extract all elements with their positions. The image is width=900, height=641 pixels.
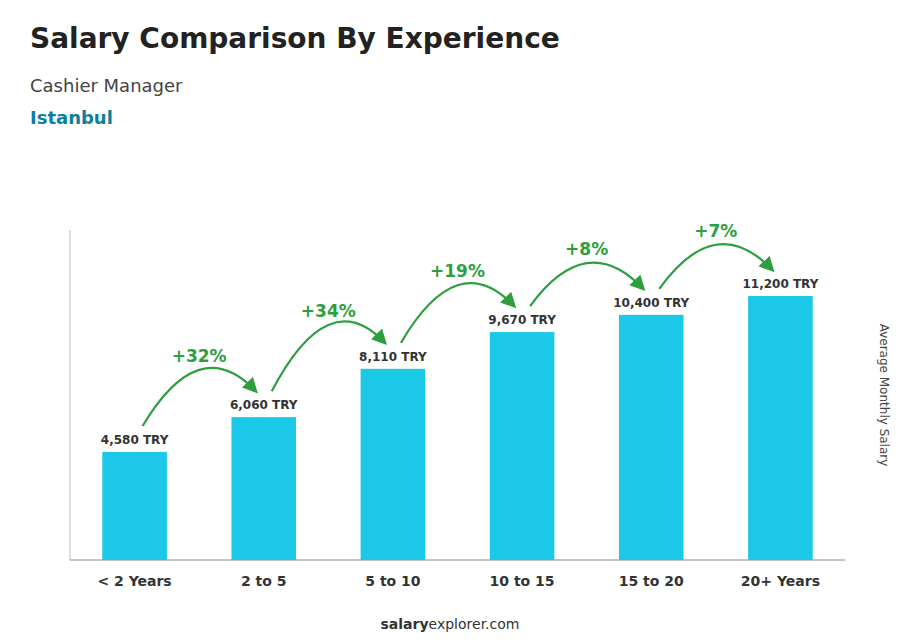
data-label: 8,110 TRY <box>359 350 427 364</box>
footer-part: explorer.com <box>429 616 520 632</box>
change-arrow <box>143 368 256 426</box>
x-tick-labels: < 2 Years 2 to 5 5 to 10 10 to 15 15 to 20 20… <box>97 573 820 589</box>
change-label: +7% <box>694 221 737 241</box>
change-arrow <box>659 244 772 289</box>
change-label: +19% <box>430 261 485 281</box>
x-tick-label: 2 to 5 <box>241 573 287 589</box>
footer: salaryexplorer.com <box>381 616 520 632</box>
bar <box>619 315 684 560</box>
bars <box>102 296 812 560</box>
chart-container: Salary Comparison By Experience Cashier M… <box>0 0 900 641</box>
y-axis-line <box>70 230 71 560</box>
x-tick-label: 20+ Years <box>741 573 820 589</box>
change-label: +8% <box>565 239 608 259</box>
bar <box>490 332 555 560</box>
bar <box>231 417 296 560</box>
change-arrows: +32% +34% +19% +8% +7% <box>143 221 773 426</box>
change-label: +32% <box>172 346 227 366</box>
data-label: 6,060 TRY <box>230 398 298 412</box>
change-arrow <box>401 283 514 343</box>
data-label: 4,580 TRY <box>101 433 169 447</box>
data-label: 11,200 TRY <box>742 277 818 291</box>
bar <box>102 452 167 560</box>
x-axis-line <box>70 560 845 561</box>
data-label: 9,670 TRY <box>488 313 556 327</box>
chart-svg: Salary Comparison By Experience Cashier M… <box>0 0 900 641</box>
change-arrow <box>272 321 385 391</box>
change-label: +34% <box>301 301 356 321</box>
footer-part: salary <box>381 616 429 632</box>
x-tick-label: 5 to 10 <box>365 573 421 589</box>
title: Salary Comparison By Experience <box>30 22 560 55</box>
y-axis-label: Average Monthly Salary <box>877 324 891 467</box>
x-tick-label: < 2 Years <box>97 573 171 589</box>
x-tick-label: 10 to 15 <box>490 573 555 589</box>
change-arrow <box>530 263 643 306</box>
data-label: 10,400 TRY <box>613 296 689 310</box>
bar <box>748 296 813 560</box>
subtitle: Istanbul <box>30 107 113 128</box>
page: {"chart_data": {"type": "bar", "title": … <box>0 0 900 641</box>
bar <box>361 369 426 560</box>
data-labels: 4,580 TRY 6,060 TRY 8,110 TRY 9,670 TRY 10,4… <box>101 277 819 447</box>
subtitle: Cashier Manager <box>30 75 183 96</box>
x-tick-label: 15 to 20 <box>619 573 684 589</box>
